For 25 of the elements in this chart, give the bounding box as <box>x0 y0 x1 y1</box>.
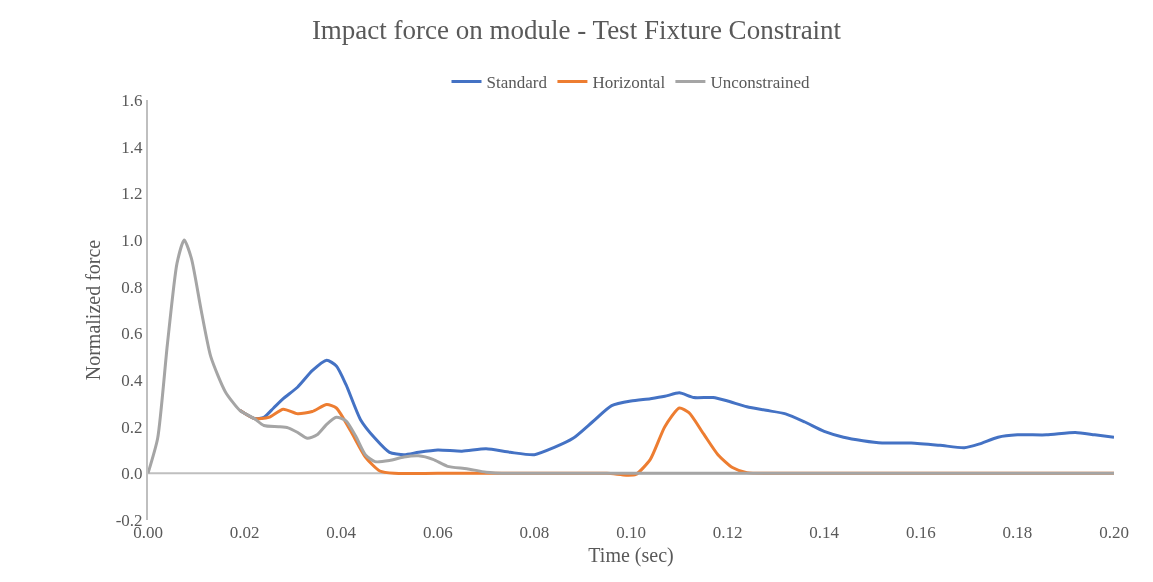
y-tick-label: 0.8 <box>121 277 143 297</box>
x-tick-label: 0.16 <box>905 523 936 542</box>
y-tick-label: 1.4 <box>121 137 144 157</box>
x-tick-label: 0.18 <box>1002 523 1033 542</box>
x-tick-label: 0.10 <box>616 523 646 542</box>
y-tick-label: 0.0 <box>121 464 143 484</box>
legend-label: Unconstrained <box>710 73 811 93</box>
x-tick-label: 0.08 <box>519 523 550 542</box>
y-axis-title: Normalized force <box>81 239 104 381</box>
y-tick-label: 0.2 <box>121 417 143 437</box>
x-tick-label: 0.02 <box>229 523 260 542</box>
legend-label: Standard <box>486 73 548 93</box>
x-axis-title: Time (sec) <box>588 543 674 567</box>
y-tick-label: 1.6 <box>121 90 143 110</box>
x-tick-label: 0.12 <box>712 523 743 542</box>
y-tick-label: 0.4 <box>121 370 144 390</box>
legend-label: Horizontal <box>592 73 666 93</box>
x-tick-label: 0.14 <box>809 523 840 542</box>
y-tick-label: 0.6 <box>121 324 143 344</box>
x-tick-label: 0.20 <box>1099 523 1129 542</box>
chart-title: Impact force on module - Test Fixture Constraint <box>311 15 842 46</box>
x-tick-label: 0.04 <box>326 523 357 542</box>
y-tick-label: 1.2 <box>121 184 143 204</box>
y-tick-label: 1.0 <box>121 230 143 250</box>
x-tick-label: 0.06 <box>422 523 453 542</box>
